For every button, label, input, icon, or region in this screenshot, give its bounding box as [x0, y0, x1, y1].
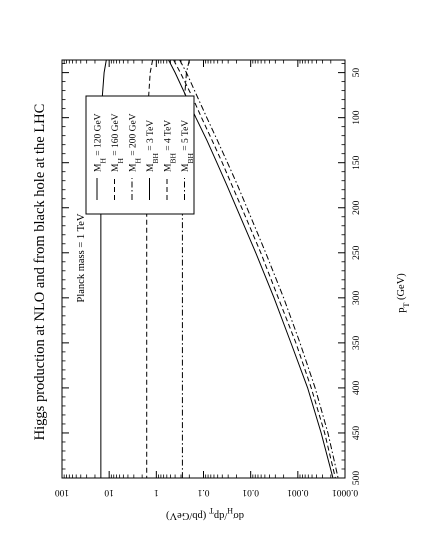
legend-label-2: MH = 160 GeV — [111, 113, 125, 172]
y-tick-label: 1 — [154, 487, 159, 497]
x-tick-label: 300 — [352, 290, 362, 305]
x-tick-label: 150 — [352, 155, 362, 170]
x-tick-label: 450 — [352, 426, 362, 441]
y-tick-label: 0.001 — [287, 487, 309, 497]
x-tick-label: 200 — [352, 200, 362, 215]
x-axis-label: pT (GeV) — [396, 273, 411, 313]
x-tick-label: 250 — [352, 245, 362, 260]
y-tick-label: 0.01 — [242, 487, 259, 497]
x-tick-label: 400 — [352, 381, 362, 396]
y-tick-label: 10 — [104, 487, 114, 497]
legend-label-3: MH = 200 GeV — [129, 113, 143, 172]
legend-box — [85, 95, 195, 215]
x-tick-label: 50 — [352, 68, 362, 78]
legend-label-4: MBH = 3 TeV — [146, 120, 160, 172]
legend-label-5: MBH = 4 TeV — [164, 120, 178, 172]
y-tick-label: 0.0001 — [332, 487, 358, 497]
chart-title: Higgs production at NLO and from black h… — [32, 104, 48, 441]
x-tick-label: 350 — [352, 335, 362, 350]
chart-subtitle: Planck mass = 1 TeV — [76, 213, 87, 302]
y-axis-label: dσH/dpT (pb/GeV) — [166, 507, 244, 522]
series-line-3 — [179, 59, 339, 479]
y-tick-label: 100 — [55, 487, 70, 497]
y-tick-label: 0.1 — [197, 487, 209, 497]
legend-label-6: MBH = 5 TeV — [181, 120, 195, 172]
x-tick-label: 100 — [352, 110, 362, 125]
x-tick-label: 500 — [352, 471, 362, 486]
legend-label-1: MH = 120 GeV — [94, 113, 108, 172]
